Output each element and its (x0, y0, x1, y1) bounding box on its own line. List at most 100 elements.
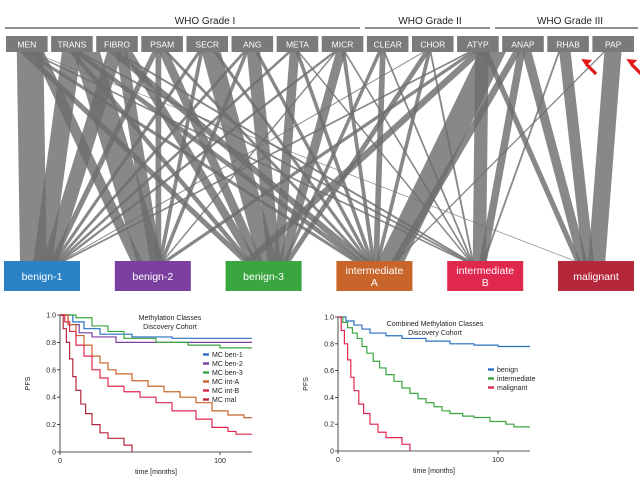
km-series-malignant (338, 316, 411, 451)
histology-box-micr (321, 36, 364, 52)
histology-box-secr (186, 36, 229, 52)
km-series-mc-ben-1 (60, 314, 252, 339)
y-tick-label: 0.4 (324, 395, 334, 402)
histology-label-atyp: ATYP (467, 40, 489, 50)
legend-label-mc-int-a: MC int-A (212, 379, 240, 386)
flow-meta-to-intermediate-a (295, 52, 374, 261)
histology-box-rhab (547, 36, 589, 52)
chart-title-line: Discovery Cohort (408, 330, 462, 337)
arrow-head-pap (626, 59, 638, 66)
histology-box-men (6, 36, 48, 52)
flow-micr-to-benign-1 (58, 52, 337, 261)
chart-title: Methylation Classes Discovery Cohort (139, 315, 202, 331)
class-label-intermediate-a: intermediate A (346, 265, 404, 289)
histology-box-trans (51, 36, 93, 52)
legend-label-mc-ben-2: MC ben-2 (212, 361, 243, 368)
histology-label-secr: SECR (195, 40, 219, 50)
y-tick-label: 0.2 (46, 422, 56, 429)
histology-box-pap (592, 36, 634, 52)
class-label-benign-3: benign-3 (243, 271, 284, 283)
flow-atyp-to-benign-1 (61, 52, 472, 261)
histology-label-anap: ANAP (511, 40, 534, 50)
x-tick-label: 0 (58, 458, 62, 465)
legend-label-intermediate: intermediate (497, 376, 536, 383)
histology-box-clear (366, 36, 409, 52)
grade-label-2: WHO Grade II (398, 16, 461, 27)
legend-label-mc-mal: MC mal (212, 397, 237, 404)
flow-psam-to-benign-3 (158, 52, 263, 261)
flow-atyp-to-benign-2 (163, 52, 476, 261)
flow-ang-to-benign-1 (55, 52, 247, 261)
histology-label-men: MEN (17, 40, 36, 50)
flow-micr-to-benign-2 (162, 52, 337, 261)
arrow-marker-pap (626, 59, 640, 76)
flow-atyp-to-benign-3 (244, 52, 484, 261)
arrow-marker-rhab (581, 59, 598, 76)
class-label-line: benign-2 (132, 271, 173, 283)
flow-ribbons (16, 52, 622, 261)
grade-label-3: WHO Grade III (537, 16, 603, 27)
flow-meta-to-benign-1 (57, 52, 292, 261)
histology-box-meta (276, 36, 319, 52)
class-label-line: benign-1 (22, 271, 63, 283)
histology-label-micr: MICR (332, 40, 354, 50)
histology-box-psam (141, 36, 183, 52)
class-box-benign-1 (4, 261, 80, 291)
flow-secr-to-benign-1 (53, 52, 202, 261)
chart-title-line: Discovery Cohort (143, 324, 197, 331)
chart-title-line: Combined Methylation Classes (387, 321, 484, 328)
flow-atyp-to-malignant (483, 52, 581, 261)
class-box-intermediate-a (336, 261, 413, 291)
legend-label-mc-ben-1: MC ben-1 (212, 352, 243, 359)
arrow-shaft-rhab (584, 62, 598, 76)
km-series-mc-int-b (60, 314, 252, 435)
histology-label-chor: CHOR (420, 40, 445, 50)
arrow-head-rhab (581, 59, 593, 66)
x-tick-label: 0 (336, 457, 340, 464)
class-box-malignant (558, 261, 634, 291)
flow-atyp-to-intermediate-a (378, 52, 506, 261)
y-axis-label: PFS (303, 377, 310, 391)
flow-ang-to-benign-2 (160, 52, 249, 261)
km-series-mc-mal (60, 314, 133, 452)
x-tick-label: 100 (492, 457, 504, 464)
histology-box-ang (231, 36, 274, 52)
flow-micr-to-intermediate-b (343, 52, 472, 261)
flow-secr-to-benign-2 (158, 52, 204, 261)
km-chart-methylation-classes: 0 0.2 0.4 0.6 0.8 1.0 0 100 time [months] PFS Meth… (25, 313, 252, 476)
chart-title: Combined Methylation Classes Discovery Co… (387, 321, 484, 337)
flow-secr-to-benign-3 (201, 52, 277, 261)
chart-title-line: Methylation Classes (139, 315, 202, 322)
flow-psam-to-benign-1 (50, 52, 158, 261)
flow-pap-to-intermediate-a (395, 52, 606, 261)
histology-box-anap (502, 36, 544, 52)
methylation-class-boxes: benign-1 benign-2 benign-3 intermediate Aint… (4, 261, 634, 291)
y-tick-label: 0.4 (46, 395, 56, 402)
flow-anap-to-intermediate-b (479, 52, 526, 261)
histology-box-fibro (96, 36, 138, 52)
histology-label-psam: PSAM (150, 40, 174, 50)
histology-box-atyp (457, 36, 499, 52)
y-tick-label: 0 (330, 449, 334, 456)
flow-men-to-benign-1 (16, 52, 47, 261)
legend-label-benign: benign (497, 367, 518, 374)
class-label-line: intermediate (346, 265, 404, 277)
histology-label-rhab: RHAB (556, 40, 580, 50)
legend-label-mc-int-b: MC int-B (212, 388, 240, 395)
flow-trans-to-intermediate-a (72, 52, 363, 261)
histology-label-meta: META (286, 40, 309, 50)
km-series-mc-ben-3 (60, 314, 252, 349)
class-label-intermediate-b: intermediate B (456, 265, 514, 289)
km-series-mc-int-a (60, 314, 252, 419)
x-axis-label: time [months] (413, 468, 455, 475)
y-axis-label: PFS (25, 376, 32, 390)
class-label-benign-2: benign-2 (132, 271, 173, 283)
y-tick-label: 0.2 (324, 422, 334, 429)
flow-fibro-to-benign-1 (42, 52, 123, 261)
y-tick-label: 0.6 (46, 367, 56, 374)
km-series-intermediate (338, 316, 530, 428)
y-tick-label: 0 (52, 450, 56, 457)
class-label-line: B (482, 277, 489, 289)
flow-chor-to-benign-1 (60, 52, 425, 261)
